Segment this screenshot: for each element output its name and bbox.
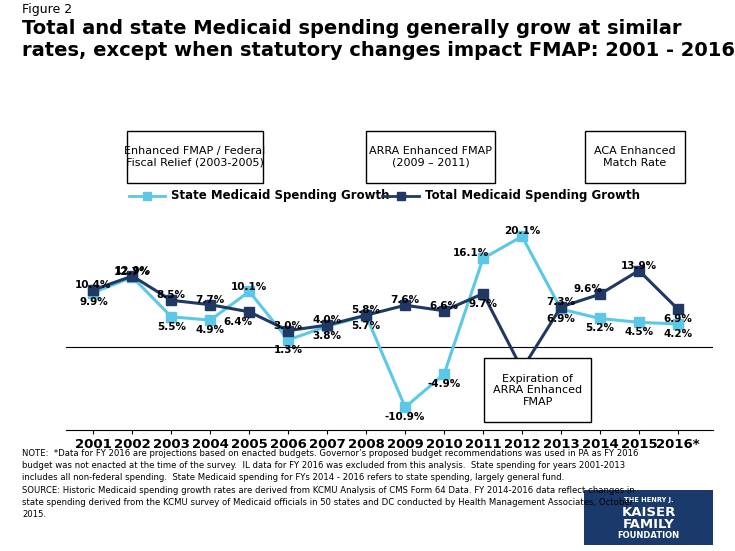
Text: THE HENRY J.: THE HENRY J. xyxy=(624,498,673,503)
Text: 7.3%: 7.3% xyxy=(546,297,576,307)
Text: 3.8%: 3.8% xyxy=(312,331,342,341)
FancyBboxPatch shape xyxy=(126,131,262,183)
Text: NOTE:  *Data for FY 2016 are projections based on enacted budgets. Governor’s pr: NOTE: *Data for FY 2016 are projections … xyxy=(22,449,639,519)
Text: 9.9%: 9.9% xyxy=(79,298,108,307)
Text: 5.2%: 5.2% xyxy=(586,323,614,333)
Text: Enhanced FMAP / Federal
Fiscal Relief (2003-2005): Enhanced FMAP / Federal Fiscal Relief (2… xyxy=(124,146,265,168)
Text: Expiration of
ARRA Enhanced
FMAP: Expiration of ARRA Enhanced FMAP xyxy=(493,374,582,407)
Text: 12.9%: 12.9% xyxy=(115,266,151,276)
Text: 6.4%: 6.4% xyxy=(223,317,252,327)
Text: 6.9%: 6.9% xyxy=(664,314,692,324)
Text: -4.9%: -4.9% xyxy=(428,379,461,389)
Text: 9.6%: 9.6% xyxy=(574,284,603,294)
FancyBboxPatch shape xyxy=(585,131,684,183)
Text: 8.5%: 8.5% xyxy=(157,290,186,300)
Text: 7.7%: 7.7% xyxy=(196,295,225,305)
Text: FOUNDATION: FOUNDATION xyxy=(617,531,680,540)
Text: 1.3%: 1.3% xyxy=(273,345,303,355)
Text: 5.8%: 5.8% xyxy=(351,305,381,315)
Text: 6.9%: 6.9% xyxy=(547,314,576,324)
Text: 5.5%: 5.5% xyxy=(157,322,186,332)
Text: 4.5%: 4.5% xyxy=(624,327,653,337)
Text: Figure 2: Figure 2 xyxy=(22,3,72,16)
Text: 13.9%: 13.9% xyxy=(621,261,657,271)
Text: 16.1%: 16.1% xyxy=(453,249,490,258)
Text: State Medicaid Spending Growth: State Medicaid Spending Growth xyxy=(171,189,390,202)
Text: -4.0%: -4.0% xyxy=(506,374,539,384)
Text: 20.1%: 20.1% xyxy=(504,226,540,236)
Text: 12.7%: 12.7% xyxy=(114,267,151,277)
Text: 4.0%: 4.0% xyxy=(312,315,342,325)
Text: 3.0%: 3.0% xyxy=(273,321,303,331)
Text: 7.6%: 7.6% xyxy=(390,295,420,305)
Text: 10.4%: 10.4% xyxy=(75,280,112,290)
Text: Total Medicaid Spending Growth: Total Medicaid Spending Growth xyxy=(425,189,640,202)
Text: 6.6%: 6.6% xyxy=(429,301,459,311)
Text: 10.1%: 10.1% xyxy=(231,282,268,291)
Text: KAISER: KAISER xyxy=(622,506,675,519)
Text: 9.7%: 9.7% xyxy=(469,299,498,309)
Text: 5.7%: 5.7% xyxy=(351,321,381,331)
Text: ACA Enhanced
Match Rate: ACA Enhanced Match Rate xyxy=(594,146,676,168)
Text: rates, except when statutory changes impact FMAP: 2001 - 2016: rates, except when statutory changes imp… xyxy=(22,41,735,60)
FancyBboxPatch shape xyxy=(366,131,495,183)
Text: 4.9%: 4.9% xyxy=(196,325,225,335)
Text: ARRA Enhanced FMAP
(2009 – 2011): ARRA Enhanced FMAP (2009 – 2011) xyxy=(369,146,492,168)
FancyBboxPatch shape xyxy=(484,359,591,422)
FancyBboxPatch shape xyxy=(584,490,713,545)
Text: -10.9%: -10.9% xyxy=(385,412,426,422)
Text: FAMILY: FAMILY xyxy=(623,518,675,531)
Text: 4.2%: 4.2% xyxy=(663,329,692,339)
Text: Total and state Medicaid spending generally grow at similar: Total and state Medicaid spending genera… xyxy=(22,19,681,38)
